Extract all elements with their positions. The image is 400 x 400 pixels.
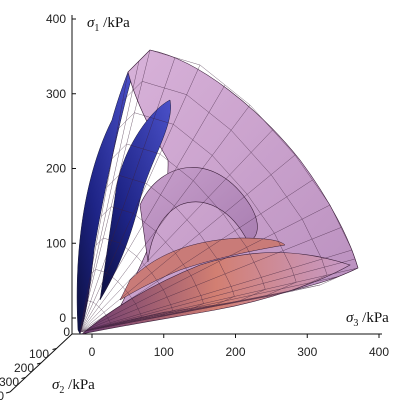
surface-mesh [79, 49, 359, 333]
axes [5, 15, 382, 394]
surface-groove-upper [99, 99, 171, 301]
sigma2-tick-label: 200 [14, 361, 34, 375]
sigma3-tick-label: 0 [89, 345, 96, 359]
surface-warm-band [119, 237, 286, 301]
mesh-radial-line [79, 64, 201, 333]
mesh-radial-line [79, 258, 356, 333]
mesh-radial-line [79, 204, 331, 333]
tick-labels: 010020030040001002003004001002003004000 [0, 12, 389, 400]
sigma1-tick-label: 200 [46, 162, 66, 176]
mesh-radial-line [79, 249, 353, 333]
mesh-ring-line [127, 49, 359, 320]
sigma3-axis-label: σ3 /kPa [346, 310, 389, 329]
sigma2-tick-mark [36, 362, 42, 365]
sigma1-tick-label: 300 [46, 87, 66, 101]
sigma1-tick-label: 400 [46, 12, 66, 26]
sigma2-tick-label: 400 [0, 389, 4, 400]
mesh-ring-line [90, 269, 143, 330]
sigma3-tick-label: 400 [369, 345, 389, 359]
sigma3-tick-label: 300 [297, 345, 317, 359]
mesh-ring-line [117, 112, 297, 323]
mesh-radial-line [79, 57, 176, 333]
sigma2-tick-mark [21, 377, 26, 379]
mesh-radial-line [79, 308, 191, 333]
sigma2-tick-mark [52, 348, 57, 350]
mesh-radial-line [79, 154, 296, 333]
mesh-radial-line [79, 267, 359, 333]
mesh-ring-line [95, 237, 173, 329]
sigma1-axis-label: σ1 /kPa [87, 15, 130, 34]
mesh-ring-line [111, 143, 266, 324]
mesh-ring-line [122, 81, 328, 322]
sigma2-tick-label: 300 [0, 375, 19, 389]
sigma2-tick-label: 100 [29, 347, 49, 361]
mesh-ring-line [85, 300, 112, 331]
yield-surface [76, 49, 359, 335]
sigma1-tick-label: 0 [59, 311, 66, 325]
mesh-radial-line [79, 179, 313, 333]
tick-marks [5, 18, 380, 394]
mesh-ring-line [106, 175, 235, 326]
origin-tick-label: 0 [63, 325, 70, 339]
sigma3-tick-label: 100 [154, 345, 174, 359]
sigma1-tick-label: 100 [46, 236, 66, 250]
mesh-radial-line [79, 49, 151, 333]
mesh-radial-line [79, 60, 140, 333]
mesh-radial-line [79, 71, 129, 333]
sigma2-tick-mark [5, 391, 11, 394]
sigma2-axis-label: σ2 /kPa [52, 377, 95, 396]
mesh-radial-line [79, 104, 251, 333]
mesh-radial-line [79, 84, 226, 333]
sigma3-tick-label: 200 [225, 345, 245, 359]
mesh-radial-line [79, 227, 342, 333]
mesh-radial-line [79, 129, 273, 333]
mesh-ring-line [101, 206, 204, 327]
